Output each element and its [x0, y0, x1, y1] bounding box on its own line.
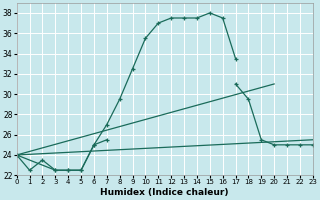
X-axis label: Humidex (Indice chaleur): Humidex (Indice chaleur) — [100, 188, 229, 197]
